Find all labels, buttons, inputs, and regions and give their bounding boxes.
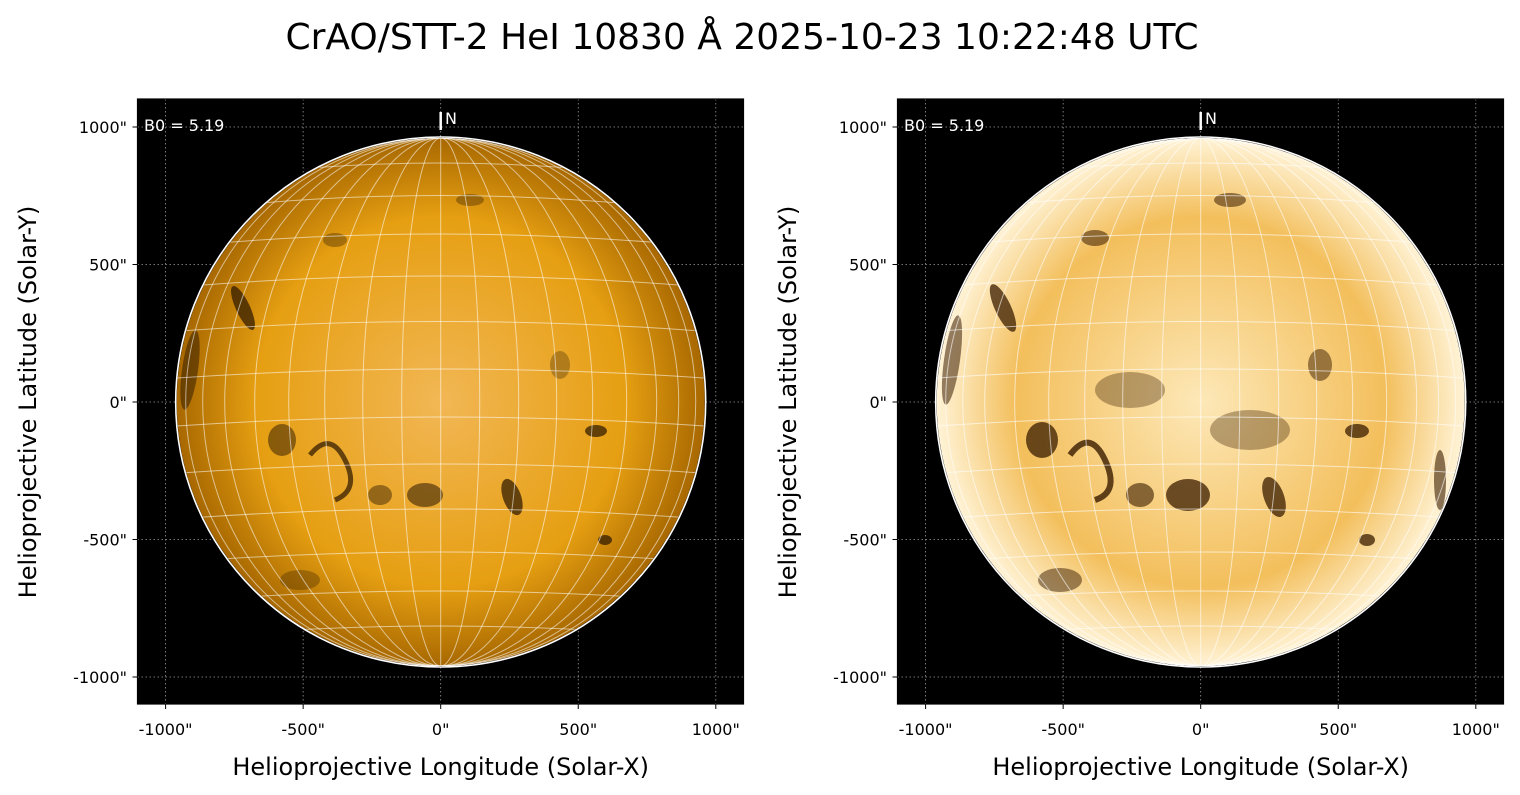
right-x-axis-label: Helioprojective Longitude (Solar-X)	[992, 753, 1409, 781]
right-ticks	[892, 126, 1477, 709]
right-y-axis-label: Helioprojective Latitude (Solar-Y)	[774, 206, 802, 599]
right-xtick-label: -1000"	[899, 720, 953, 739]
left-ytick-label: 500"	[89, 256, 127, 275]
right-xtick-label: 1000"	[1452, 720, 1500, 739]
left-b0-label: B0 = 5.19	[144, 116, 224, 135]
left-x-axis-label: Helioprojective Longitude (Solar-X)	[232, 753, 649, 781]
right-ytick-label: -500"	[843, 531, 887, 550]
left-xtick-label: -1000"	[139, 720, 193, 739]
right-xtick-label: -500"	[1041, 720, 1085, 739]
left-xtick-label: 0"	[432, 720, 450, 739]
left-ytick-label: -500"	[83, 531, 127, 550]
left-ytick-label: 0"	[109, 393, 127, 412]
left-y-axis-label: Helioprojective Latitude (Solar-Y)	[14, 206, 42, 599]
figure-title: CrAO/STT-2 HeI 10830 Å 2025-10-23 10:22:…	[285, 17, 1199, 58]
left-xtick-label: 500"	[559, 720, 597, 739]
right-xtick-label: 500"	[1319, 720, 1357, 739]
left-ytick-label: -1000"	[73, 668, 127, 687]
right-ytick-label: -1000"	[833, 668, 887, 687]
right-ytick-label: 1000"	[839, 118, 887, 137]
left-north-label: N	[445, 109, 457, 128]
right-dark-features	[941, 193, 1446, 592]
right-limb-circle	[934, 136, 1467, 668]
left-ytick-label: 1000"	[79, 118, 127, 137]
right-heliographic-grid	[936, 138, 1465, 666]
right-xtick-label: 0"	[1192, 720, 1210, 739]
left-xtick-label: -500"	[281, 720, 325, 739]
left-limb-circle	[174, 136, 707, 668]
right-ytick-label: 500"	[849, 256, 887, 275]
right-ytick-label: 0"	[869, 393, 887, 412]
left-xtick-label: 1000"	[692, 720, 740, 739]
left-ticks	[132, 126, 717, 709]
left-heliographic-grid	[176, 138, 705, 666]
right-b0-label: B0 = 5.19	[904, 116, 984, 135]
right-north-label: N	[1205, 109, 1217, 128]
left-dark-features	[180, 194, 612, 590]
